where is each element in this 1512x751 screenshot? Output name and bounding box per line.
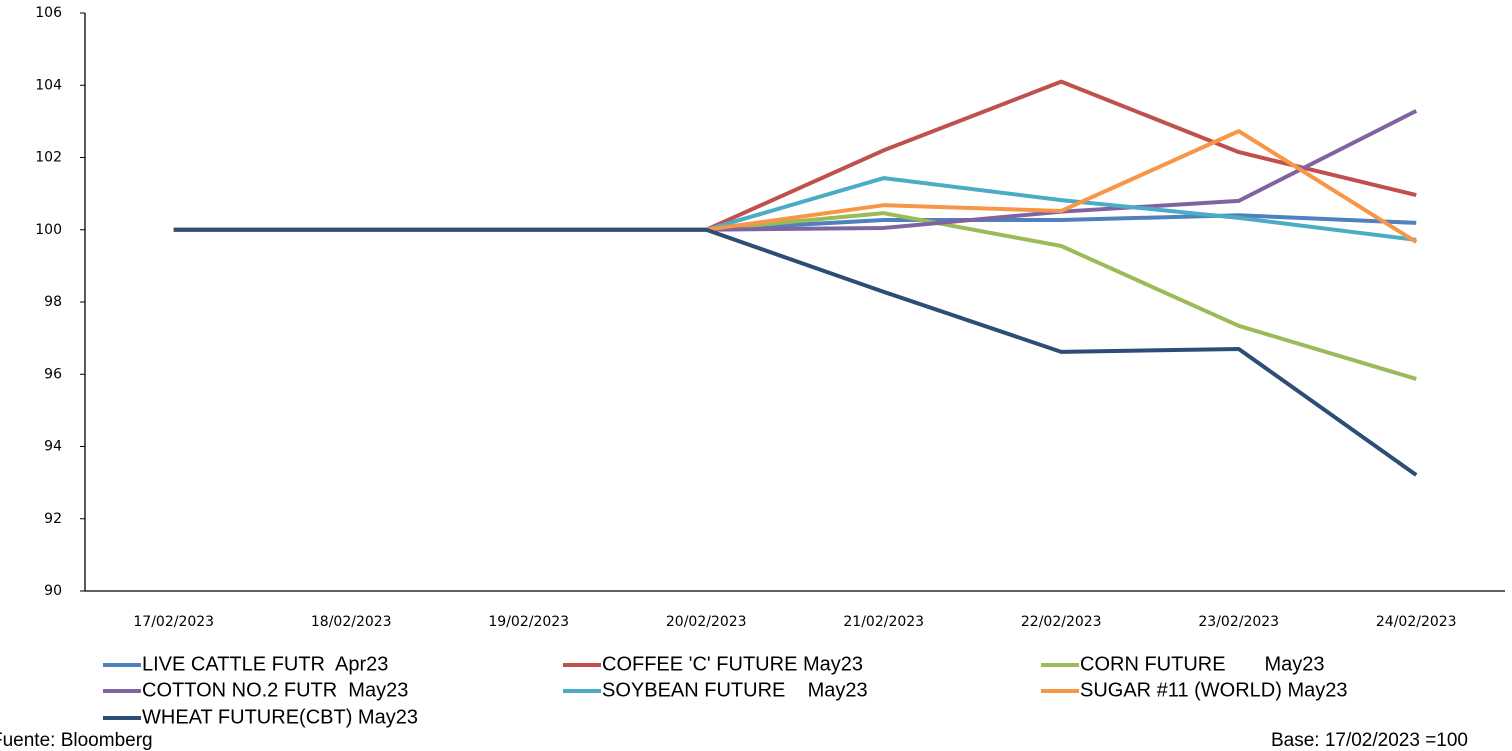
y-tick-label: 100 <box>35 222 62 238</box>
y-tick-label: 94 <box>44 439 62 455</box>
legend-label: SOYBEAN FUTURE May23 <box>602 679 868 701</box>
y-tick-label: 98 <box>44 294 62 310</box>
legend-label: WHEAT FUTURE(CBT) May23 <box>142 706 418 728</box>
x-tick-label: 21/02/2023 <box>843 614 924 630</box>
series-line <box>173 79 1417 232</box>
legend-label: SUGAR #11 (WORLD) May23 <box>1080 679 1347 701</box>
legend-label: CORN FUTURE May23 <box>1080 653 1324 675</box>
x-tick-label: 24/02/2023 <box>1376 614 1457 630</box>
series-line <box>173 227 1418 477</box>
note: Base: 17/02/2023 =100 <box>1271 730 1468 751</box>
source: Fuente: Bloomberg <box>0 730 153 751</box>
x-tick-label: 18/02/2023 <box>311 614 392 630</box>
y-tick-label: 96 <box>44 366 62 382</box>
legend-label: COTTON NO.2 FUTR May23 <box>142 679 408 701</box>
x-tick-label: 19/02/2023 <box>488 614 569 630</box>
x-tick-label: 22/02/2023 <box>1021 614 1102 630</box>
series-line <box>173 211 1417 381</box>
y-tick-label: 102 <box>35 150 62 166</box>
x-tick-label: 20/02/2023 <box>666 614 747 630</box>
y-tick-label: 90 <box>44 583 62 599</box>
y-tick-label: 106 <box>35 5 62 21</box>
y-tick-label: 104 <box>35 77 62 93</box>
legend-label: LIVE CATTLE FUTR Apr23 <box>142 653 388 675</box>
y-tick-label: 92 <box>44 511 62 527</box>
legend-label: COFFEE 'C' FUTURE May23 <box>602 653 863 675</box>
x-tick-label: 23/02/2023 <box>1198 614 1279 630</box>
series-line <box>173 109 1418 232</box>
x-tick-label: 17/02/2023 <box>133 614 214 630</box>
